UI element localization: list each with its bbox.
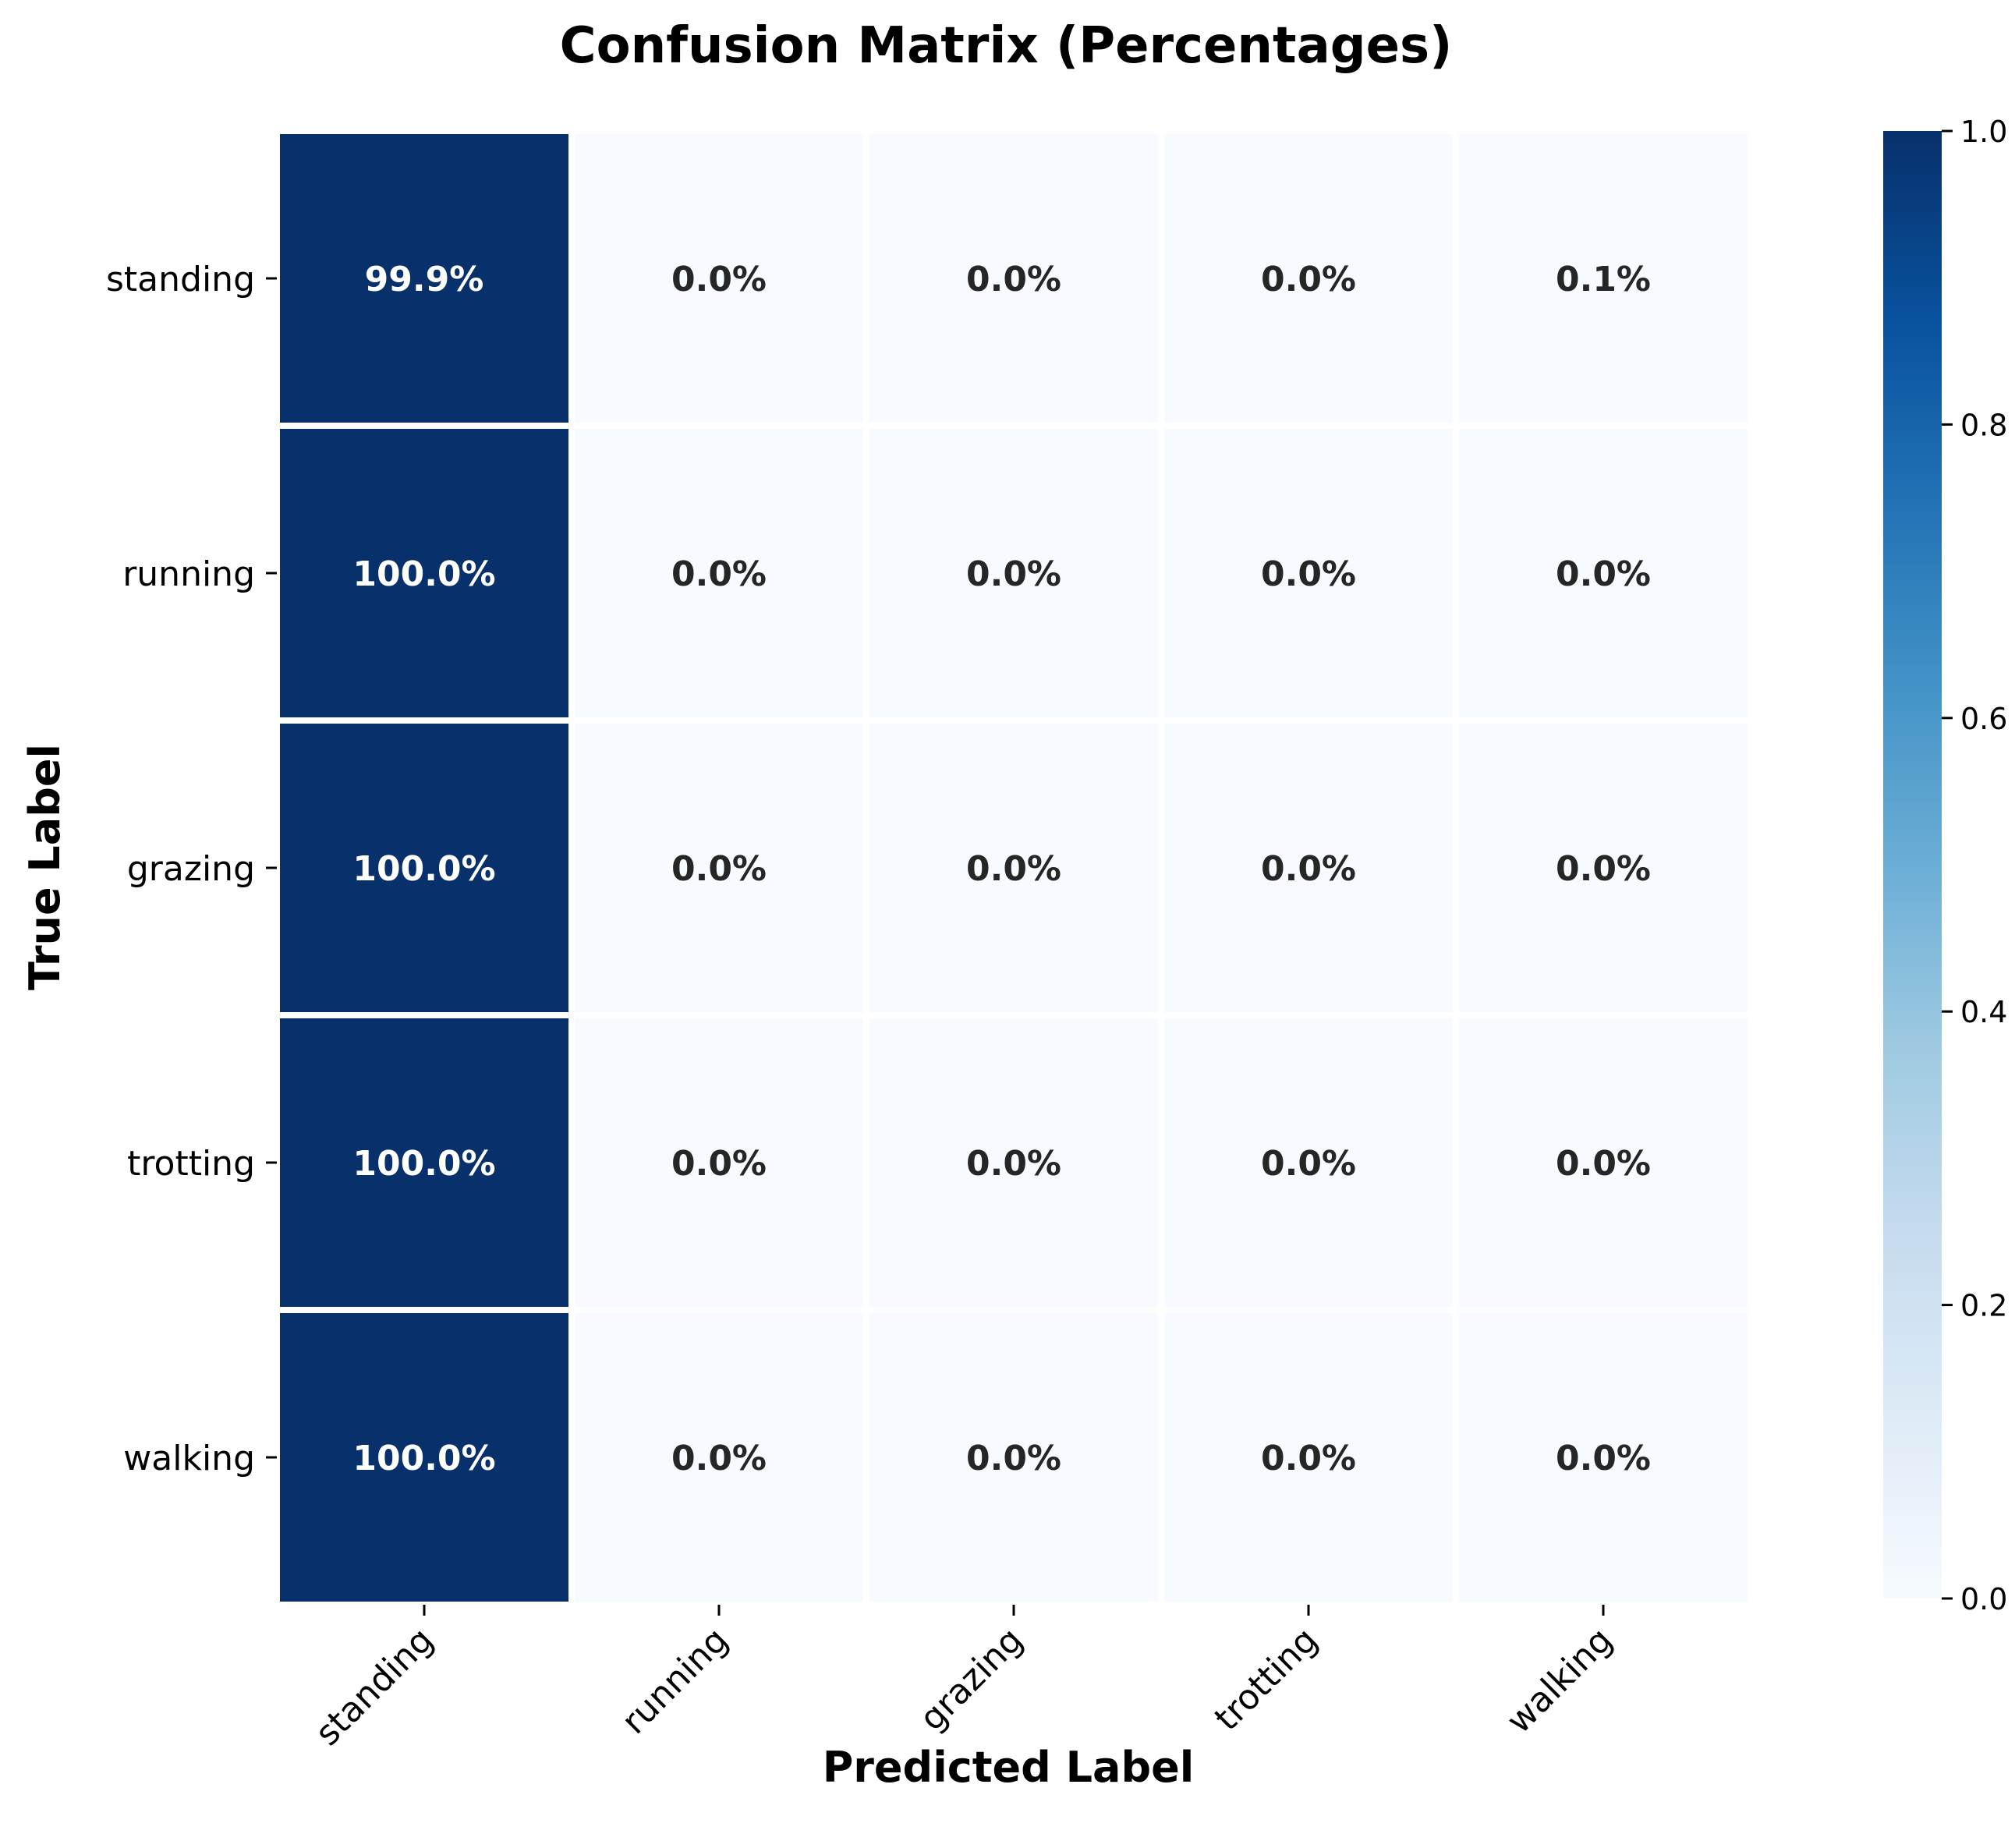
heatmap-cell — [568, 1307, 869, 1608]
cell-value-label: 0.0% — [966, 849, 1061, 889]
heatmap-cell — [863, 1307, 1164, 1608]
cell-value-label: 0.0% — [1556, 554, 1651, 594]
heatmap-cells — [274, 128, 1754, 1608]
colorbar-ticks: 0.0 0.2 0.4 0.6 0.8 1.0 — [1942, 115, 2007, 1616]
colorbar-tick-label: 1.0 — [1960, 115, 2007, 149]
colorbar-tick-label: 0.8 — [1960, 408, 2007, 442]
x-tick-label: trotting — [1207, 1620, 1326, 1739]
y-tick-label: running — [122, 554, 255, 594]
cell-value-label: 0.0% — [1261, 849, 1356, 889]
chart-title: Confusion Matrix (Percentages) — [560, 17, 1453, 75]
cell-value-label: 0.0% — [671, 849, 767, 889]
cell-value-label: 0.1% — [1556, 260, 1651, 299]
heatmap-cell — [274, 128, 575, 429]
x-tick-label: grazing — [912, 1620, 1031, 1739]
cell-value-label: 0.0% — [1261, 1439, 1356, 1478]
colorbar-tick-label: 0.4 — [1960, 995, 2007, 1029]
cell-value-label: 0.0% — [1556, 1439, 1651, 1478]
cell-value-label: 100.0% — [352, 1439, 495, 1478]
heatmap-cell — [568, 128, 869, 429]
heatmap-cell — [568, 1012, 869, 1313]
heatmap-cell — [1453, 423, 1754, 724]
heatmap-cell — [863, 1012, 1164, 1313]
cell-value-label: 100.0% — [352, 1144, 495, 1184]
colorbar-gradient — [1883, 131, 1942, 1598]
x-axis-label: Predicted Label — [823, 1743, 1195, 1792]
heatmap-cell — [1158, 1012, 1459, 1313]
heatmap-cell — [568, 717, 869, 1018]
heatmap-cell — [274, 1307, 575, 1608]
cell-value-label: 0.0% — [671, 554, 767, 594]
colorbar-tick-label: 0.2 — [1960, 1289, 2007, 1323]
x-tick-label: standing — [308, 1620, 441, 1754]
colorbar-tick-label: 0.0 — [1960, 1582, 2007, 1616]
heatmap-cell-labels: 99.9% 0.0% 0.0% 0.0% 0.1% 100.0% 0.0% 0.0% 0.0% 0… — [352, 260, 1651, 1478]
cell-value-label: 0.0% — [671, 260, 767, 299]
heatmap-cell — [1453, 1012, 1754, 1313]
cell-value-label: 0.0% — [671, 1439, 767, 1478]
cell-value-label: 0.0% — [1556, 1144, 1651, 1184]
cell-value-label: 0.0% — [1556, 849, 1651, 889]
x-tick-label: walking — [1499, 1620, 1620, 1741]
y-tick-label: trotting — [127, 1144, 255, 1184]
y-tick-label: standing — [106, 260, 255, 299]
cell-value-label: 0.0% — [1261, 1144, 1356, 1184]
cell-value-label: 0.0% — [1261, 260, 1356, 299]
y-axis-label: True Label — [20, 744, 69, 990]
cell-value-label: 0.0% — [966, 1144, 1061, 1184]
cell-value-label: 100.0% — [352, 554, 495, 594]
cell-value-label: 0.0% — [966, 1439, 1061, 1478]
y-axis-ticks: standing running grazing trotting walking — [106, 260, 277, 1478]
cell-value-label: 0.0% — [671, 1144, 767, 1184]
cell-value-label: 0.0% — [1261, 554, 1356, 594]
cell-value-label: 99.9% — [365, 260, 484, 299]
heatmap-cell — [1158, 717, 1459, 1018]
colorbar-tick-label: 0.6 — [1960, 702, 2007, 736]
heatmap-cell — [863, 128, 1164, 429]
cell-value-label: 0.0% — [966, 260, 1061, 299]
cell-value-label: 100.0% — [352, 849, 495, 889]
y-tick-label: walking — [123, 1439, 255, 1478]
x-axis-ticks: standing running grazing trotting walking — [308, 1605, 1620, 1754]
cell-value-label: 0.0% — [966, 554, 1061, 594]
heatmap-cell — [863, 423, 1164, 724]
x-tick-label: running — [614, 1620, 736, 1742]
y-tick-label: grazing — [127, 849, 255, 889]
colorbar: 0.0 0.2 0.4 0.6 0.8 1.0 — [1883, 115, 2007, 1616]
